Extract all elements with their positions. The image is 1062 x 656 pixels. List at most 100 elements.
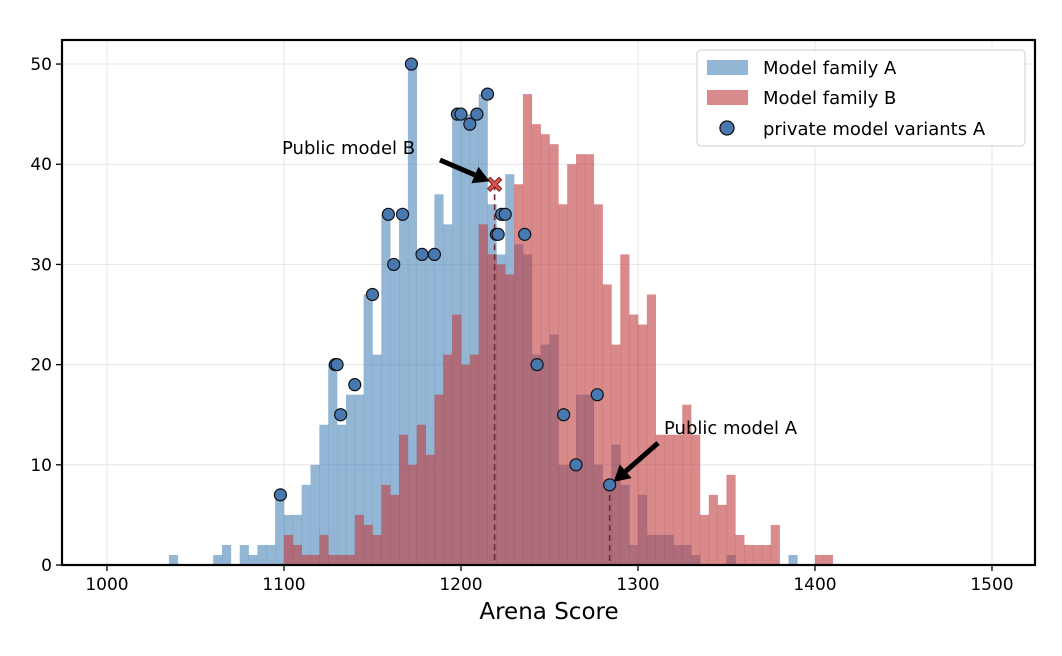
private-variant-point [603,478,617,492]
bar-model-family-b [522,94,533,565]
bar-model-family-b [319,534,329,565]
bar-model-family-a [239,544,249,565]
x-tick-label: 1500 [970,575,1013,595]
bar-model-family-b [337,554,347,565]
x-tick-label: 1400 [793,575,836,595]
legend-label-private-variants: private model variants A [763,119,986,140]
bar-model-family-b [823,554,833,565]
private-variant-point [518,227,532,241]
private-variant-points [273,57,617,502]
bar-model-family-a [363,294,373,565]
bar-model-family-a [213,554,223,565]
bar-model-family-b [620,254,630,566]
bar-model-family-a [275,494,285,565]
bar-model-family-b [699,514,710,565]
x-tick-label: 1200 [439,575,482,595]
bar-model-family-b [540,134,550,565]
x-tick-label: 1300 [616,575,659,595]
bar-model-family-b [682,404,692,565]
private-variant-point [569,458,583,472]
bar-model-family-b [452,314,462,565]
bar-model-family-b [717,504,727,565]
bar-model-family-b [549,144,559,565]
bar-model-family-b [673,434,683,565]
bar-model-family-b [496,264,506,565]
private-variant-point [590,388,604,402]
bar-model-family-b [691,434,701,565]
bar-model-family-b [390,494,400,565]
private-variant-point [334,408,348,422]
bar-model-family-b [629,314,639,565]
bar-model-family-a [381,214,391,565]
bar-model-family-b [646,294,656,565]
bar-model-family-b [399,434,409,565]
bar-model-family-b [292,544,302,565]
bar-model-family-b [761,544,772,565]
bar-model-family-a [460,114,471,565]
bar-model-family-b [744,544,754,565]
bar-model-family-b [602,284,612,565]
bar-model-family-b [310,554,320,565]
bar-model-family-a [469,114,479,565]
legend-label-model-family-a: Model family A [763,58,897,79]
bar-model-family-b [708,494,718,565]
bar-model-family-a [788,554,798,565]
bar-model-family-b [664,434,674,565]
y-tick-label: 20 [30,356,52,376]
bar-model-family-b [283,534,294,565]
y-tick-label: 40 [30,155,52,175]
bar-model-family-b [514,184,524,565]
bar-model-family-b [381,484,391,565]
bar-model-family-b [301,554,311,565]
bar-model-family-b [363,524,373,565]
bar-model-family-b [345,554,356,565]
bar-model-family-a [266,544,276,565]
bar-model-family-b [478,224,488,566]
bar-model-family-b [576,154,586,565]
private-variant-point [491,227,505,241]
bar-model-family-a [301,484,311,565]
y-tick-label: 0 [41,556,52,576]
private-variant-point [454,107,468,121]
y-tick-label: 30 [30,255,52,275]
private-variant-point [470,107,484,121]
bar-model-family-a [354,394,364,565]
bar-model-family-b [655,434,665,565]
private-variant-point [330,358,344,372]
bar-model-family-b [407,464,418,565]
axis-ticks: 1000 1100 1200 1300 1400 1500 0 10 20 30 40 50 [30,55,1013,595]
y-tick-label: 50 [30,55,52,75]
bar-model-family-a [310,464,320,565]
bar-model-family-a [319,424,329,565]
bar-model-family-a [257,544,267,565]
bar-model-family-a [168,554,179,565]
bar-model-family-a [372,354,382,565]
bar-model-family-a [407,64,418,565]
histogram-model-family-b [283,94,833,566]
bar-model-family-b [593,204,603,565]
arrow-public-model-b-shaft [439,157,476,178]
bar-model-family-a [248,554,258,565]
bar-model-family-a [390,264,400,565]
bar-model-family-a [416,254,426,566]
legend-label-model-family-b: Model family B [763,88,896,109]
x-tick-label: 1100 [262,575,305,595]
y-tick-label: 10 [30,456,52,476]
bar-model-family-b [460,364,471,565]
bar-model-family-b [814,554,825,565]
bar-model-family-b [487,254,497,566]
bar-model-family-b [354,514,364,565]
x-tick-label: 1000 [85,575,128,595]
private-variant-point [365,287,380,302]
bar-model-family-a [345,394,356,565]
bar-model-family-b [611,344,621,565]
private-variant-point [557,408,571,422]
bar-model-family-b [469,354,479,565]
bar-model-family-a [399,214,409,565]
private-variant-point [498,207,512,221]
x-axis-label: Arena Score [479,599,618,625]
bar-model-family-b [637,324,648,565]
private-variant-point [404,57,419,71]
legend-swatch-model-family-a [707,60,748,75]
legend-swatch-model-family-b [707,90,748,105]
